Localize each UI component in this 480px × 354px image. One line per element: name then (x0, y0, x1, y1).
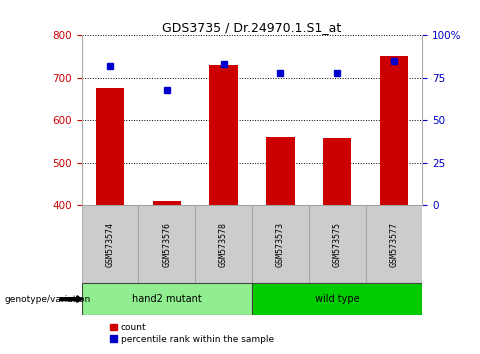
Bar (323, 138, 351, 205)
Text: wild type: wild type (315, 294, 360, 304)
Bar (380, 56, 408, 205)
Bar (252, 205, 309, 283)
Text: hand2 mutant: hand2 mutant (132, 294, 202, 304)
Bar (252, 283, 422, 315)
Bar (266, 137, 295, 205)
Text: GSM573576: GSM573576 (162, 222, 171, 267)
Bar (366, 205, 422, 283)
Bar (209, 65, 238, 205)
Bar (96, 88, 124, 205)
Bar (195, 205, 252, 283)
Text: GSM573577: GSM573577 (389, 222, 398, 267)
Text: GSM573578: GSM573578 (219, 222, 228, 267)
Legend: count, percentile rank within the sample: count, percentile rank within the sample (110, 323, 274, 344)
Bar (138, 205, 195, 283)
Text: GSM573575: GSM573575 (333, 222, 342, 267)
Bar (153, 201, 181, 205)
Bar (82, 283, 252, 315)
Bar (82, 205, 138, 283)
Text: GSM573573: GSM573573 (276, 222, 285, 267)
Text: genotype/variation: genotype/variation (5, 295, 91, 304)
Title: GDS3735 / Dr.24970.1.S1_at: GDS3735 / Dr.24970.1.S1_at (162, 21, 342, 34)
Bar (309, 205, 366, 283)
Text: GSM573574: GSM573574 (106, 222, 115, 267)
